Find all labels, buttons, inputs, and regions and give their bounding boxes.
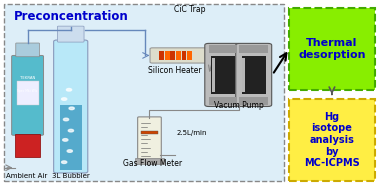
FancyBboxPatch shape — [4, 4, 284, 181]
FancyBboxPatch shape — [138, 117, 161, 159]
FancyBboxPatch shape — [205, 43, 241, 106]
Text: Preconcentration: Preconcentration — [14, 10, 128, 23]
Bar — [187, 51, 192, 60]
FancyBboxPatch shape — [236, 43, 272, 106]
Circle shape — [62, 98, 67, 100]
FancyBboxPatch shape — [57, 26, 84, 42]
FancyBboxPatch shape — [289, 99, 375, 181]
Text: Spec Mkt Wls: Spec Mkt Wls — [17, 89, 38, 94]
Bar — [135, 158, 164, 164]
Bar — [141, 131, 158, 134]
Text: Thermal
desorption: Thermal desorption — [298, 38, 366, 60]
FancyBboxPatch shape — [54, 40, 88, 173]
Circle shape — [64, 118, 69, 121]
FancyBboxPatch shape — [240, 97, 268, 105]
Circle shape — [63, 139, 68, 141]
FancyBboxPatch shape — [209, 97, 237, 105]
FancyBboxPatch shape — [240, 45, 268, 53]
Bar — [181, 51, 186, 60]
Bar — [159, 51, 164, 60]
FancyBboxPatch shape — [289, 8, 375, 90]
Text: CiC Trap: CiC Trap — [174, 5, 206, 14]
Bar — [211, 56, 235, 94]
Bar — [242, 58, 245, 92]
FancyBboxPatch shape — [209, 45, 237, 53]
FancyBboxPatch shape — [16, 43, 39, 57]
Bar — [212, 58, 215, 92]
Bar — [165, 51, 170, 60]
FancyBboxPatch shape — [17, 81, 39, 105]
Circle shape — [69, 107, 74, 110]
Circle shape — [62, 161, 67, 163]
Circle shape — [67, 150, 73, 152]
Bar — [170, 51, 175, 60]
Text: Vacum Pump: Vacum Pump — [214, 101, 263, 110]
Circle shape — [67, 88, 72, 91]
FancyBboxPatch shape — [12, 56, 43, 135]
Text: Silicon Heater: Silicon Heater — [148, 66, 201, 75]
FancyBboxPatch shape — [15, 134, 40, 157]
Text: Gas Flow Meter: Gas Flow Meter — [123, 159, 182, 168]
Circle shape — [68, 129, 74, 132]
Text: TEKRAN: TEKRAN — [20, 76, 35, 80]
Text: Ambient Air: Ambient Air — [6, 173, 47, 179]
Text: Hg
isotope
analysis
by
MC-ICPMS: Hg isotope analysis by MC-ICPMS — [304, 112, 360, 168]
Text: 3L Bubbler: 3L Bubbler — [52, 173, 90, 179]
FancyBboxPatch shape — [60, 105, 82, 170]
Bar — [176, 51, 181, 60]
Text: 2.5L/min: 2.5L/min — [177, 130, 207, 136]
Bar — [242, 56, 266, 94]
FancyBboxPatch shape — [150, 48, 217, 63]
